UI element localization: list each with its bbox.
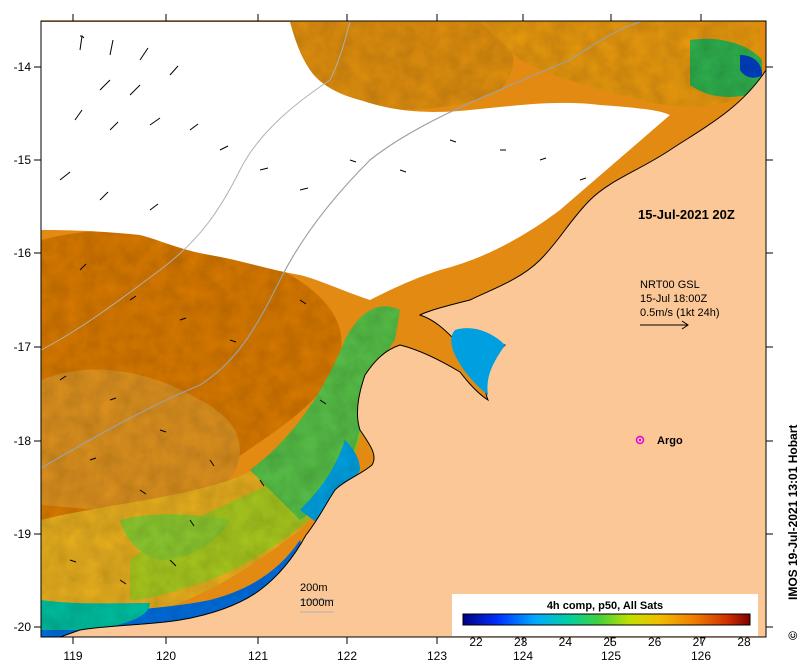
colorbar-tick-label: 24 (559, 635, 573, 649)
cloud-mask-2 (41, 22, 177, 60)
colorbar-gradient (462, 613, 751, 626)
imos-credit: IMOS 19-Jul-2021 13:01 Hobart (786, 425, 800, 600)
colorbar: 4h comp, p50, All Sats (452, 594, 758, 636)
colorbar-ticks: 22 23 24 25 26 27 28 (469, 635, 751, 649)
lon-tick-label: 125 (601, 649, 621, 663)
colorbar-title: 4h comp, p50, All Sats (547, 600, 663, 612)
lat-tick-label: -16 (14, 246, 32, 260)
axis-ticks (34, 14, 773, 644)
colorbar-tick-label: 27 (693, 635, 707, 649)
colorbar-tick-label: 25 (603, 635, 617, 649)
colorbar-tick-label: 23 (514, 635, 528, 649)
argo-marker (635, 435, 645, 445)
lon-tick-label: 123 (427, 649, 447, 663)
bathy-1000m-line (41, 21, 351, 351)
lon-tick-label: 124 (513, 649, 533, 663)
colorbar-tick-label: 22 (469, 635, 483, 649)
lon-tick-label: 121 (248, 649, 268, 663)
lon-tick-label: 120 (156, 649, 176, 663)
map-frame (40, 20, 767, 638)
map-plot-area: 15-Jul-2021 20Z NRT00 GSL 15-Jul 18:00Z … (41, 21, 766, 637)
lat-tick-label: -15 (14, 153, 32, 167)
colorbar-tick-label: 28 (737, 635, 751, 649)
bathy-200m-line (41, 21, 641, 469)
current-vectors (59, 35, 689, 585)
lon-tick-label: 119 (63, 649, 82, 663)
cloud-mask (41, 22, 670, 300)
lat-tick-label: -18 (14, 434, 32, 448)
current-scale-label: 0.5m/s (1kt 24h) (640, 307, 719, 319)
colorbar-tick-label: 26 (648, 635, 662, 649)
image-timestamp: 15-Jul-2021 20Z (638, 207, 735, 222)
current-source-label: NRT00 GSL (640, 279, 700, 291)
copyright-symbol: © (786, 631, 800, 640)
lat-tick-label: -14 (14, 60, 32, 74)
lat-tick-label: -20 (14, 620, 32, 634)
lat-tick-label: -17 (14, 340, 32, 354)
lat-tick-label: -19 (14, 527, 32, 541)
current-time-label: 15-Jul 18:00Z (640, 293, 708, 305)
scale-arrow (640, 320, 689, 330)
bathy-1000m-label: 1000m (300, 597, 334, 609)
land-mass (59, 69, 766, 637)
lon-tick-label: 122 (337, 649, 357, 663)
peninsula-water (451, 328, 505, 395)
axis-labels: 119 120 121 122 123 124 125 126 -14 -15 -16 -17 -18 -… (14, 60, 712, 663)
argo-label: Argo (657, 435, 683, 447)
lon-tick-label: 126 (691, 649, 711, 663)
bathy-200m-label: 200m (300, 582, 328, 594)
